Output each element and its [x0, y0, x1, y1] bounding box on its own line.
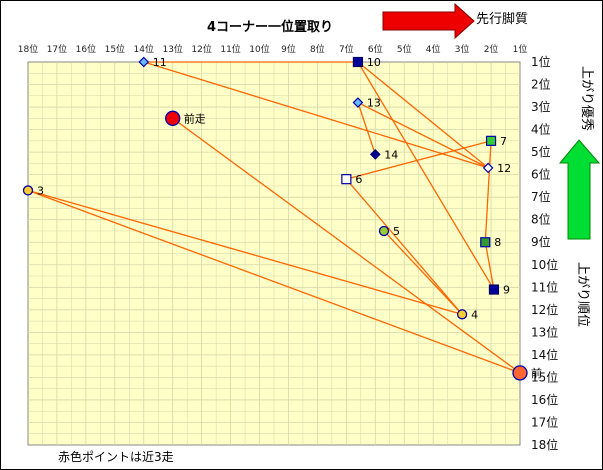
x-tick-label: 8位: [310, 43, 325, 55]
y-tick-label: 10位: [531, 257, 558, 272]
point-10-marker: [352, 56, 364, 68]
connection-line: [27, 189, 521, 374]
connection-line: [383, 230, 463, 315]
x-tick-label: 7位: [339, 43, 354, 55]
point-13-label: 13: [367, 97, 381, 110]
x-tick-label: 14位: [134, 43, 154, 55]
point-8-label: 8: [494, 236, 501, 249]
footnote: 赤色ポイントは近3走: [58, 450, 174, 464]
y-tick-label: 1位: [531, 54, 551, 69]
point-14-label: 14: [384, 148, 398, 161]
data-points: 前走前 3 4 5 6 7 8 9 10 11 12 13 14: [22, 56, 542, 381]
point-10-label: 10: [367, 56, 381, 69]
y-tick-label: 5位: [531, 144, 551, 159]
point-前-marker: [512, 365, 528, 381]
y-tick-label: 3位: [531, 99, 551, 114]
y-tick-label: 14位: [531, 347, 558, 362]
connection-line: [345, 178, 463, 315]
y-tick-label: 17位: [531, 414, 558, 429]
legend-agari-yushu: 上がり優秀: [579, 66, 594, 131]
x-tick-label: 17位: [47, 43, 67, 55]
connection-line: [346, 140, 492, 180]
x-tick-label: 10位: [249, 43, 269, 55]
x-tick-label: 15位: [105, 43, 125, 55]
point-14-marker: [369, 149, 381, 160]
y-tick-label: 11位: [531, 279, 558, 294]
point-6-label: 6: [355, 173, 362, 186]
x-tick-label: 13位: [162, 43, 182, 55]
point-12-label: 12: [497, 162, 511, 175]
connection-line: [484, 242, 495, 290]
connection-line: [172, 117, 521, 374]
point-前走-marker: [165, 110, 181, 126]
red-arrow-icon: [382, 2, 475, 40]
x-tick-label: 3位: [455, 43, 470, 55]
x-tick-label: 18位: [18, 43, 38, 55]
x-tick-label: 16位: [76, 43, 96, 55]
y-tick-label: 7位: [531, 189, 551, 204]
point-3-label: 3: [37, 184, 44, 197]
point-7-marker: [485, 135, 497, 146]
y-tick-label: 2位: [531, 77, 551, 92]
y-tick-label: 12位: [531, 302, 558, 317]
connection-line: [357, 102, 376, 155]
connection-line: [357, 61, 489, 169]
x-tick-label: 11位: [220, 43, 240, 55]
x-tick-label: 12位: [191, 43, 211, 55]
y-tick-label: 6位: [531, 167, 551, 182]
y-tick-labels: 1位 2位 3位 4位 5位 6位 7位 8位 9位 10位 11位 12位 13位 14位 15位 16位 1…: [531, 54, 558, 452]
connection-line: [27, 189, 463, 315]
y-tick-label: 9位: [531, 234, 551, 249]
y-tick-label: 13位: [531, 324, 558, 339]
x-tick-label: 2位: [484, 43, 499, 55]
connection-line: [484, 140, 492, 243]
point-12-marker: [482, 162, 494, 174]
point-8-marker: [480, 237, 491, 248]
legend-senko: 先行脚質: [476, 11, 528, 27]
grid-lines: [28, 62, 520, 445]
y-tick-label: 18位: [531, 437, 558, 452]
point-9-label: 9: [503, 284, 510, 297]
y-tick-label: 15位: [531, 369, 558, 384]
point-7-label: 7: [500, 135, 507, 148]
point-9-marker: [488, 284, 500, 295]
connection-line: [357, 61, 495, 290]
connection-line: [143, 61, 489, 169]
point-5-marker: [378, 225, 390, 237]
connection-line: [357, 101, 489, 169]
y-tick-label: 16位: [531, 392, 558, 407]
x-tick-label: 1位: [513, 43, 528, 55]
y-tick-label: 8位: [531, 212, 551, 227]
chart-title: 4コーナー一位置取り: [207, 19, 333, 35]
y-tick-label: 4位: [531, 122, 551, 137]
legend-agari-juni: 上がり順位: [575, 262, 590, 327]
point-11-label: 11: [153, 56, 167, 69]
connection-lines: [27, 61, 521, 374]
x-tick-label: 9位: [281, 43, 296, 55]
point-13-marker: [352, 97, 364, 108]
x-tick-label: 5位: [397, 43, 412, 55]
point-6-marker: [341, 174, 352, 185]
point-前走-label: 前走: [184, 111, 206, 125]
point-4-label: 4: [471, 308, 478, 321]
point-前-label: 前: [531, 366, 542, 380]
x-tick-label: 4位: [426, 43, 441, 55]
x-tick-label: 6位: [368, 43, 383, 55]
x-tick-labels: 18位 17位 16位 15位 14位 13位 12位 11位 10位 9位 8位 7位 6位 5位 4位 3…: [18, 43, 528, 55]
point-11-marker: [138, 56, 150, 68]
point-3-marker: [22, 185, 34, 196]
point-5-label: 5: [393, 225, 400, 238]
green-arrow-icon: [558, 139, 601, 240]
point-4-marker: [456, 309, 468, 320]
